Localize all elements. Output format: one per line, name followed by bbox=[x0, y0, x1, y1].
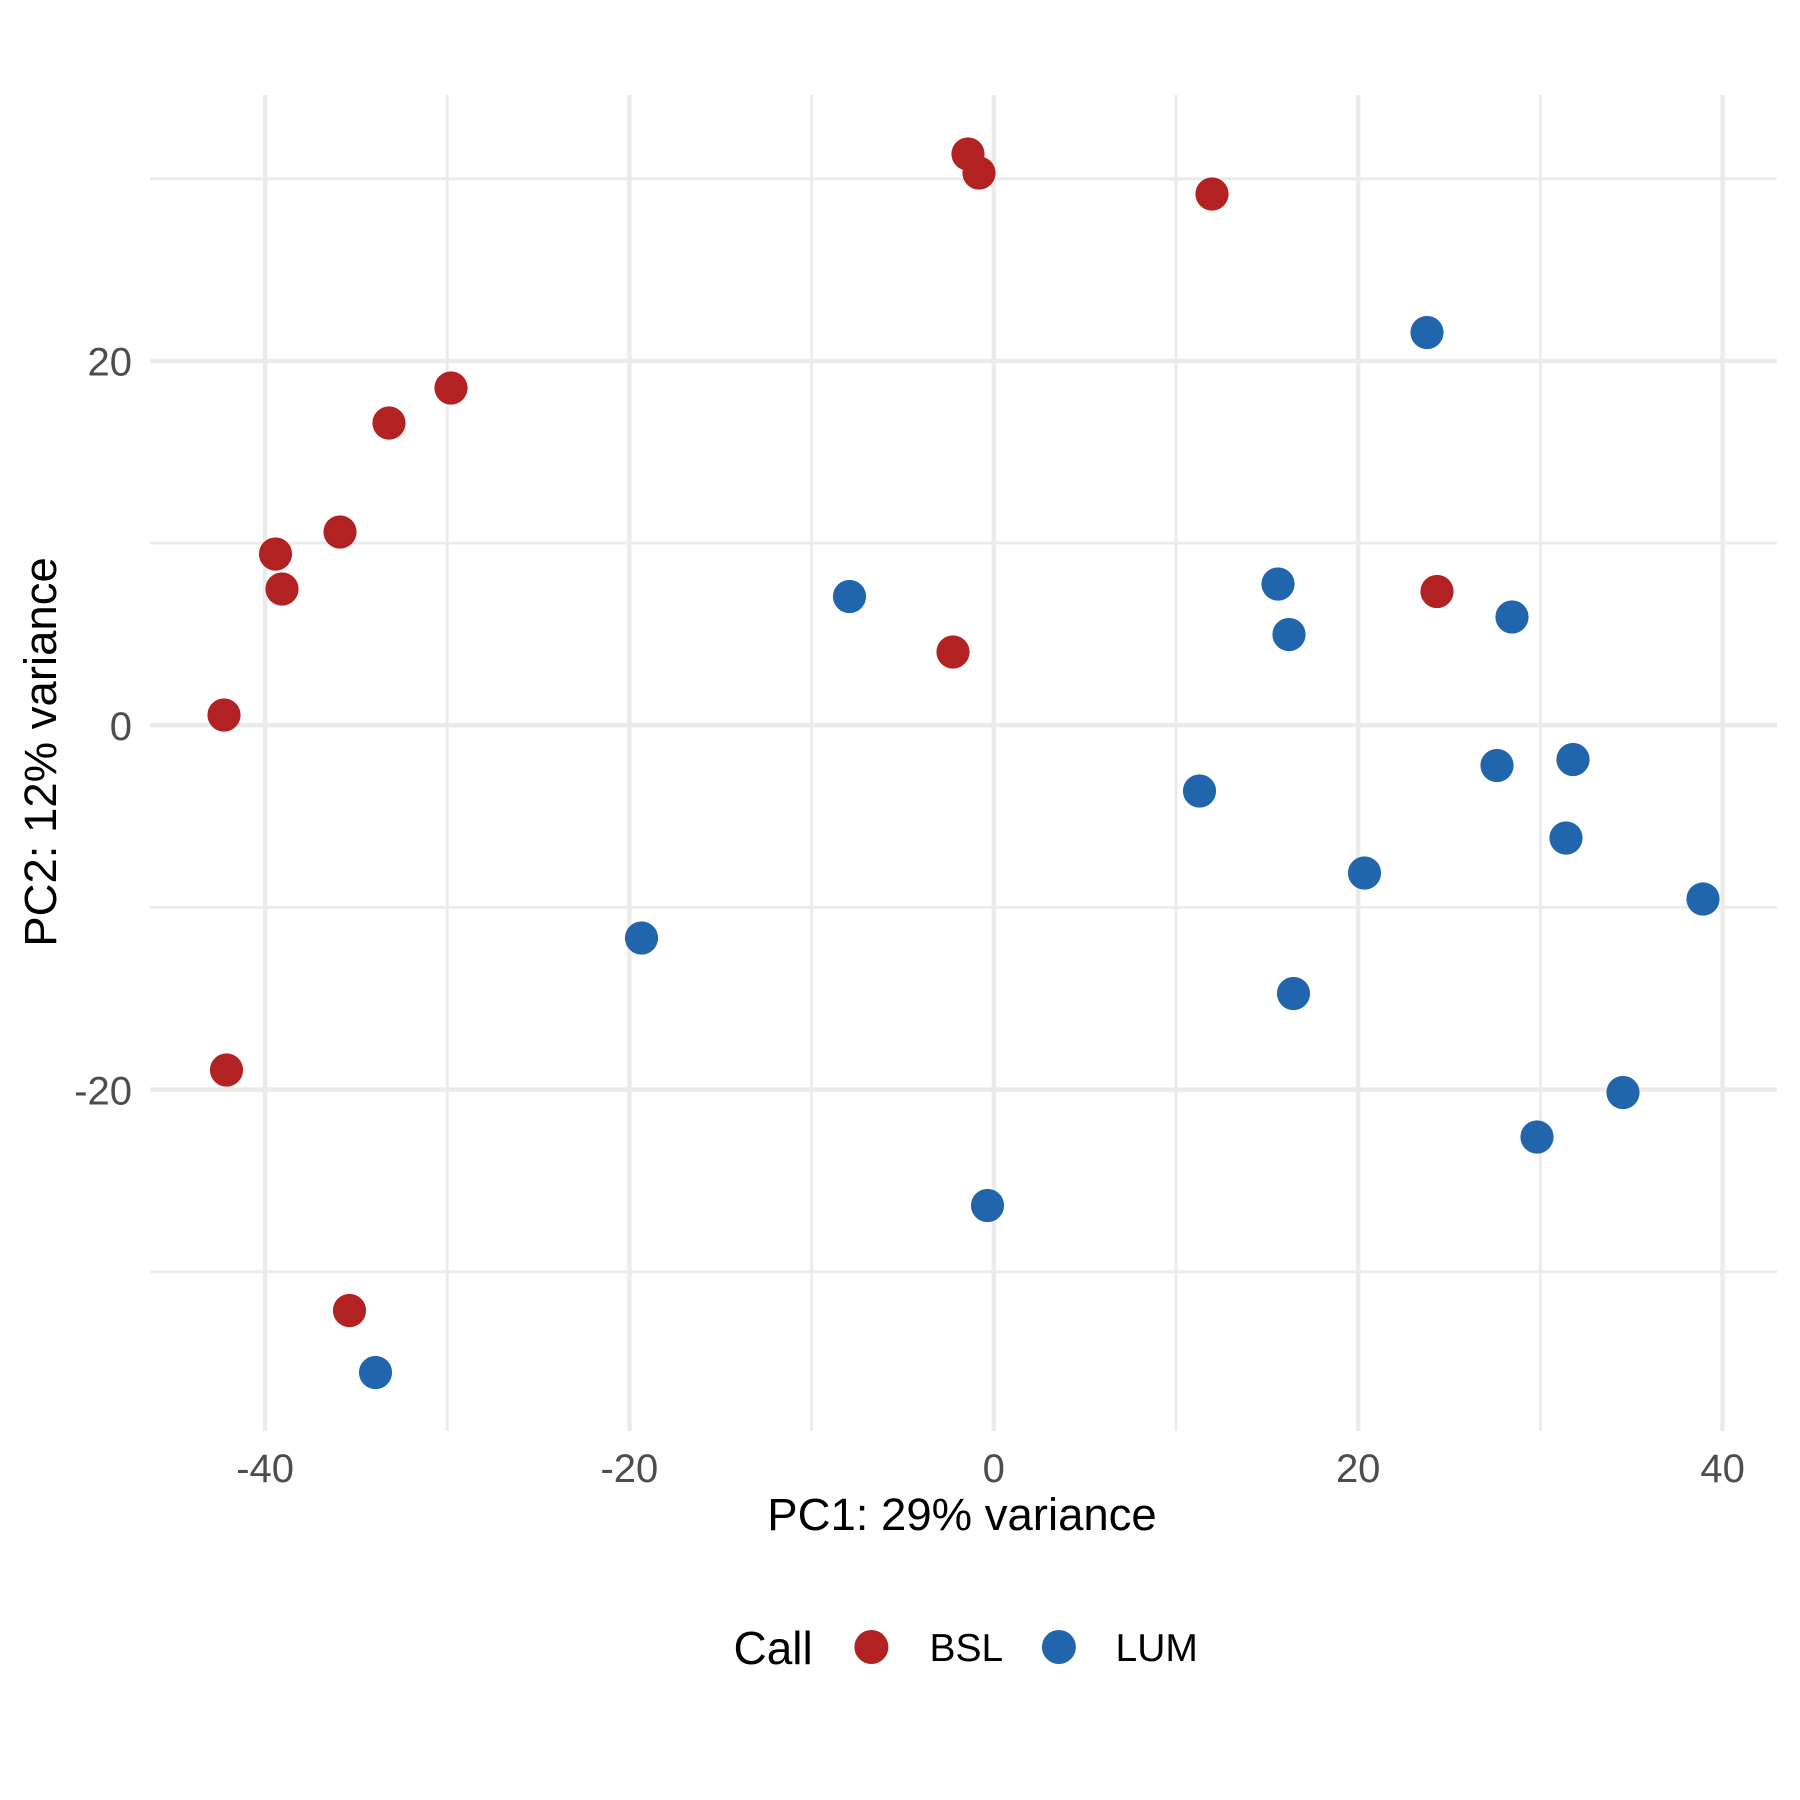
svg-text:Call: Call bbox=[734, 1622, 813, 1674]
svg-text:-20: -20 bbox=[600, 1447, 658, 1491]
svg-text:20: 20 bbox=[88, 341, 133, 385]
svg-text:-20: -20 bbox=[74, 1069, 132, 1113]
svg-text:PC2: 12% variance: PC2: 12% variance bbox=[15, 557, 66, 946]
svg-text:0: 0 bbox=[983, 1447, 1005, 1491]
svg-text:LUM: LUM bbox=[1116, 1627, 1198, 1670]
svg-text:-40: -40 bbox=[236, 1447, 294, 1491]
svg-text:20: 20 bbox=[1336, 1447, 1381, 1491]
svg-text:BSL: BSL bbox=[930, 1627, 1004, 1670]
svg-text:PC1: 29% variance: PC1: 29% variance bbox=[767, 1489, 1156, 1540]
svg-text:40: 40 bbox=[1700, 1447, 1745, 1491]
svg-text:0: 0 bbox=[110, 705, 132, 749]
